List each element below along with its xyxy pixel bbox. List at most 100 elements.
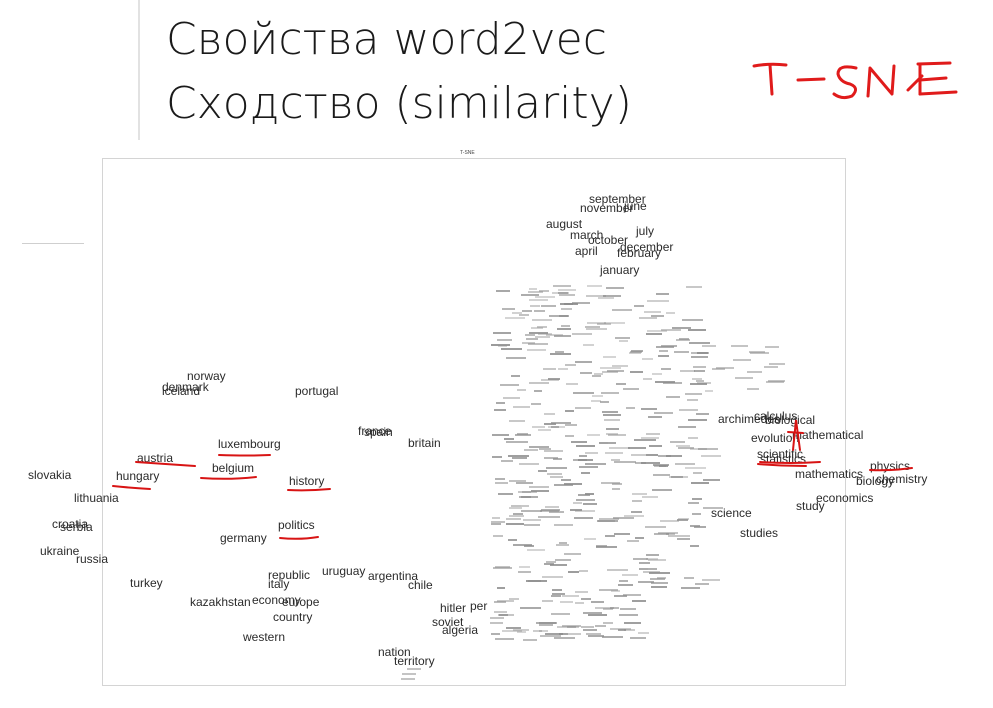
word-label-june: june (624, 199, 647, 213)
dense-word-mark (561, 479, 572, 482)
dense-word-mark (558, 289, 576, 292)
word-label-economy: economy (252, 593, 301, 607)
dense-word-mark (688, 342, 711, 345)
dense-word-mark (693, 370, 706, 373)
dense-word-mark (613, 533, 631, 536)
dense-word-mark (500, 347, 522, 350)
dense-word-mark (540, 509, 559, 512)
dense-word-mark (634, 438, 656, 441)
dense-word-mark (650, 314, 664, 317)
dense-word-mark (746, 370, 762, 373)
dense-word-mark (605, 452, 623, 455)
dense-word-mark (677, 518, 689, 521)
dense-word-mark (656, 293, 669, 296)
dense-word-mark (512, 456, 527, 459)
dense-word-mark (682, 318, 703, 321)
dense-word-mark (549, 475, 563, 478)
dense-word-mark (658, 355, 670, 358)
dense-word-mark (652, 474, 670, 477)
dense-word-mark (575, 444, 596, 447)
word-label-republic: republic (268, 568, 311, 582)
dense-word-mark (619, 579, 628, 582)
dense-word-mark (749, 351, 769, 354)
dense-word-mark (506, 441, 528, 444)
dense-word-mark (654, 533, 670, 536)
dense-word-mark (730, 345, 749, 348)
dense-word-mark (651, 586, 668, 589)
dense-word-mark (659, 350, 668, 353)
dense-word-mark (509, 479, 527, 482)
dense-word-mark (620, 607, 637, 610)
dense-word-mark (538, 470, 548, 473)
dense-word-mark (512, 405, 531, 408)
dense-word-mark (697, 447, 719, 450)
dense-word-mark (544, 450, 563, 453)
dense-word-mark (734, 376, 753, 379)
dense-word-mark (572, 501, 582, 504)
dense-word-mark (586, 434, 601, 437)
dense-word-mark (538, 515, 560, 518)
dense-word-mark (584, 492, 595, 495)
dense-word-mark (574, 361, 593, 364)
dense-word-mark (602, 607, 613, 610)
dense-word-mark (599, 518, 620, 521)
word-label-argentina: argentina (368, 569, 419, 583)
dense-word-mark (494, 610, 508, 613)
dense-word-mark (575, 602, 585, 605)
dense-word-mark (494, 637, 514, 640)
word-label-turkey: turkey (130, 576, 163, 590)
dense-word-mark (685, 286, 703, 289)
dense-word-mark (618, 583, 633, 586)
dense-word-mark (673, 351, 690, 354)
dense-word-mark (490, 622, 503, 625)
dense-word-mark (552, 589, 562, 592)
dense-word-mark (647, 416, 662, 419)
dense-word-mark (690, 545, 699, 548)
dense-word-mark (545, 632, 564, 635)
dense-word-mark (543, 412, 556, 415)
dense-word-mark (525, 579, 547, 582)
word-label-hungary: hungary (116, 469, 160, 483)
dense-word-mark (634, 461, 647, 464)
dense-word-mark (548, 426, 565, 429)
dense-word-mark (763, 366, 779, 369)
dense-word-mark (553, 524, 573, 527)
dense-word-mark (608, 442, 617, 445)
word-label-politics: politics (278, 518, 315, 532)
dense-word-mark (646, 432, 661, 435)
dense-word-mark (603, 419, 621, 422)
dense-word-mark (548, 314, 569, 317)
dense-word-mark (602, 295, 621, 298)
word-label-january: january (600, 263, 640, 277)
dense-word-mark (572, 301, 590, 304)
dense-word-mark (558, 542, 568, 545)
word-label-luxembourg: luxembourg (218, 437, 281, 451)
word-label-norway: norway (187, 369, 226, 383)
dense-word-mark (747, 388, 759, 391)
dense-word-mark (544, 505, 559, 508)
dense-word-mark (537, 325, 548, 328)
dense-word-mark (534, 310, 545, 313)
dense-word-mark (555, 543, 569, 546)
dense-word-mark (610, 459, 621, 462)
dense-word-mark (550, 613, 571, 616)
dense-word-mark (578, 494, 591, 497)
dense-word-mark (668, 535, 690, 538)
dense-word-mark (690, 481, 710, 484)
dense-word-mark (519, 607, 541, 610)
word-label-algeria: algeria (442, 623, 479, 637)
dense-word-mark (534, 296, 556, 299)
dense-word-mark (642, 570, 660, 573)
dense-word-mark (554, 636, 576, 639)
dense-word-mark (526, 349, 546, 352)
dense-word-mark (538, 333, 553, 336)
word-label-biology: biology (856, 474, 895, 488)
dense-word-mark (499, 384, 519, 387)
dense-word-mark (619, 614, 638, 617)
dense-word-mark (562, 625, 582, 628)
word-label-iceland: iceland (162, 384, 201, 398)
dense-word-mark (557, 291, 568, 294)
dense-word-mark (671, 327, 692, 330)
dense-word-mark (608, 446, 630, 449)
dense-word-mark (704, 389, 713, 392)
